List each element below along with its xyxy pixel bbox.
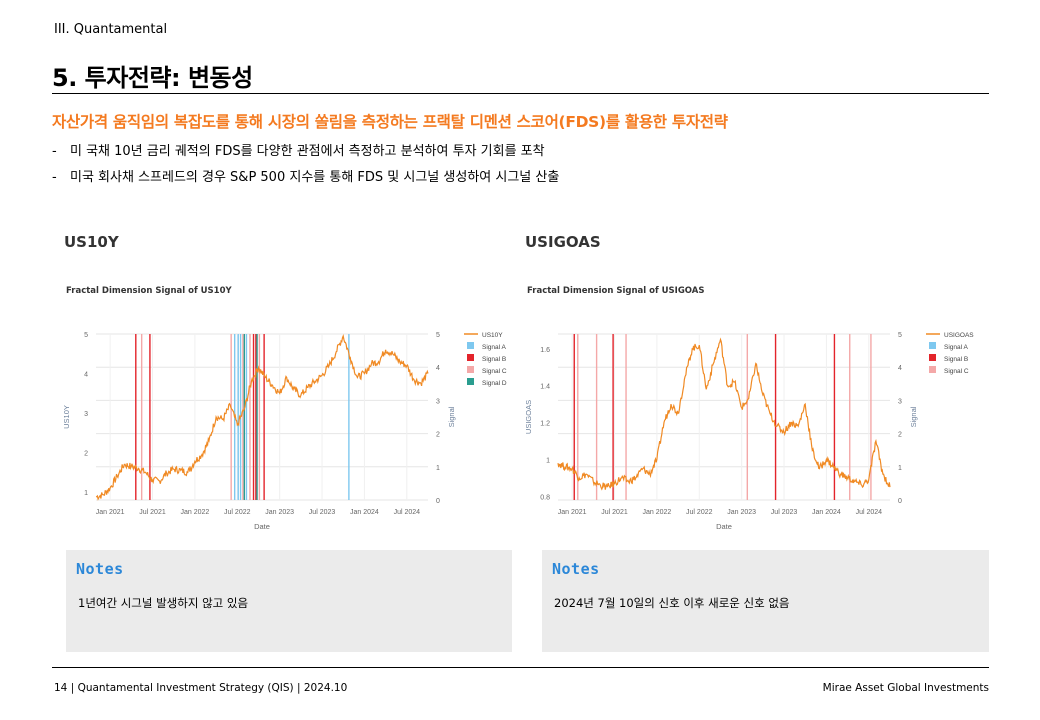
x-tick-label: Jan 2023 xyxy=(727,509,756,516)
x-tick-label: Jul 2021 xyxy=(601,509,628,516)
x-tick-label: Jul 2022 xyxy=(224,509,251,516)
us10y-chart: 1 2 3 4 5 0 1 2 3 4 5 Jan 2021 Jul 2021 Jan 2022 Jul 2… xyxy=(62,332,507,531)
legend-swatch xyxy=(467,342,474,349)
bullet-text: 미 국채 10년 금리 궤적의 FDS를 다양한 관점에서 측정하고 분석하여 … xyxy=(70,144,545,159)
notes-box-us10y: Notes 1년여간 시그널 발생하지 않고 있음 xyxy=(66,550,512,652)
y2-tick-label: 4 xyxy=(436,365,440,372)
chart-heading-usigoas: USIGOAS xyxy=(525,233,601,251)
legend-label: US10Y xyxy=(482,332,503,339)
legend-swatch xyxy=(467,378,474,385)
y2-tick-label: 0 xyxy=(436,498,440,505)
x-tick-label: Jan 2022 xyxy=(180,509,209,516)
y-tick-label: 1.4 xyxy=(540,384,550,391)
y2-axis-label: Signal xyxy=(909,406,918,427)
x-tick-label: Jan 2024 xyxy=(350,509,379,516)
x-tick-label: Jan 2023 xyxy=(265,509,294,516)
y-tick-label: 0.8 xyxy=(540,494,550,501)
legend-label: Signal A xyxy=(944,344,969,351)
bullet-item: - 미국 회사채 스프레드의 경우 S&P 500 지수를 통해 FDS 및 시그… xyxy=(52,170,560,185)
legend-label: Signal C xyxy=(944,368,969,375)
page-title: 5. 투자전략: 변동성 xyxy=(52,64,253,92)
page-subtitle: 자산가격 움직임의 복잡도를 통해 시장의 쏠림을 측정하는 프랙탈 디멘션 스… xyxy=(52,113,728,131)
series-line-us10y xyxy=(95,333,429,501)
y2-tick-label: 2 xyxy=(898,432,902,439)
notes-text: 1년여간 시그널 발생하지 않고 있음 xyxy=(78,596,249,610)
footer-left: 14 | Quantamental Investment Strategy (Q… xyxy=(54,682,348,694)
y-tick-label: 4 xyxy=(84,372,88,379)
legend-label: Signal B xyxy=(944,356,968,363)
legend-label: Signal D xyxy=(482,380,507,387)
y2-tick-label: 5 xyxy=(436,332,440,339)
y2-axis-label: Signal xyxy=(447,406,456,427)
bullet-item: -미 국채 10년 금리 궤적의 FDS를 다양한 관점에서 측정하고 분석하여… xyxy=(52,144,545,159)
x-tick-label: Jul 2023 xyxy=(771,509,798,516)
y2-tick-label: 1 xyxy=(898,465,902,472)
title-divider xyxy=(52,93,989,94)
y-tick-label: 2 xyxy=(84,451,88,458)
legend-label: Signal B xyxy=(482,356,506,363)
y2-tick-label: 3 xyxy=(436,398,440,405)
x-tick-label: Jan 2022 xyxy=(642,509,671,516)
y2-tick-label: 4 xyxy=(898,365,902,372)
x-tick-label: Jul 2024 xyxy=(856,509,883,516)
x-tick-label: Jan 2021 xyxy=(96,509,125,516)
notes-title: Notes xyxy=(552,560,600,578)
y-tick-label: 1.6 xyxy=(540,347,550,354)
legend-swatch xyxy=(467,366,474,373)
section-label: III. Quantamental xyxy=(54,22,168,37)
y2-tick-label: 1 xyxy=(436,465,440,472)
notes-title: Notes xyxy=(76,560,124,578)
legend-label: Signal A xyxy=(482,344,507,351)
bullet-text: 미국 회사채 스프레드의 경우 S&P 500 지수를 통해 FDS 및 시그널… xyxy=(70,170,560,185)
y-tick-label: 5 xyxy=(84,332,88,339)
legend-swatch xyxy=(929,342,936,349)
legend-label: Signal C xyxy=(482,368,507,375)
chart-heading-us10y: US10Y xyxy=(64,233,119,251)
y2-tick-label: 3 xyxy=(898,398,902,405)
chart-title-us10y: Fractal Dimension Signal of US10Y xyxy=(66,286,232,296)
x-tick-label: Jul 2023 xyxy=(309,509,336,516)
x-tick-label: Jul 2022 xyxy=(686,509,713,516)
x-tick-label: Jul 2024 xyxy=(394,509,421,516)
y2-tick-label: 0 xyxy=(898,498,902,505)
y-tick-label: 1 xyxy=(84,490,88,497)
y-axis-label: US10Y xyxy=(62,405,71,429)
x-tick-label: Jul 2021 xyxy=(139,509,166,516)
legend-label: USIGOAS xyxy=(944,332,974,339)
y-tick-label: 1.2 xyxy=(540,421,550,428)
x-tick-label: Jan 2021 xyxy=(558,509,587,516)
notes-box-usigoas: Notes 2024년 7월 10일의 신호 이후 새로운 신호 없음 xyxy=(542,550,989,652)
y2-tick-label: 2 xyxy=(436,432,440,439)
y-tick-label: 3 xyxy=(84,411,88,418)
footer-divider xyxy=(52,667,989,668)
x-axis-label: Date xyxy=(254,522,270,531)
legend-swatch xyxy=(467,354,474,361)
legend-swatch xyxy=(929,366,936,373)
series-line-usigoas xyxy=(557,337,891,491)
x-axis-label: Date xyxy=(716,522,732,531)
y-axis-label: USIGOAS xyxy=(524,400,533,434)
footer-company: Mirae Asset Global Investments xyxy=(822,682,989,694)
usigoas-chart: 0.8 1 1.2 1.4 1.6 0 1 2 3 4 5 Jan 2021 Jul 2021 Jan 2… xyxy=(524,332,974,531)
y-tick-label: 1 xyxy=(546,457,550,464)
notes-text: 2024년 7월 10일의 신호 이후 새로운 신호 없음 xyxy=(554,596,790,610)
x-tick-label: Jan 2024 xyxy=(812,509,841,516)
chart-title-usigoas: Fractal Dimension Signal of USIGOAS xyxy=(527,286,705,296)
legend-swatch xyxy=(929,354,936,361)
y2-tick-label: 5 xyxy=(898,332,902,339)
